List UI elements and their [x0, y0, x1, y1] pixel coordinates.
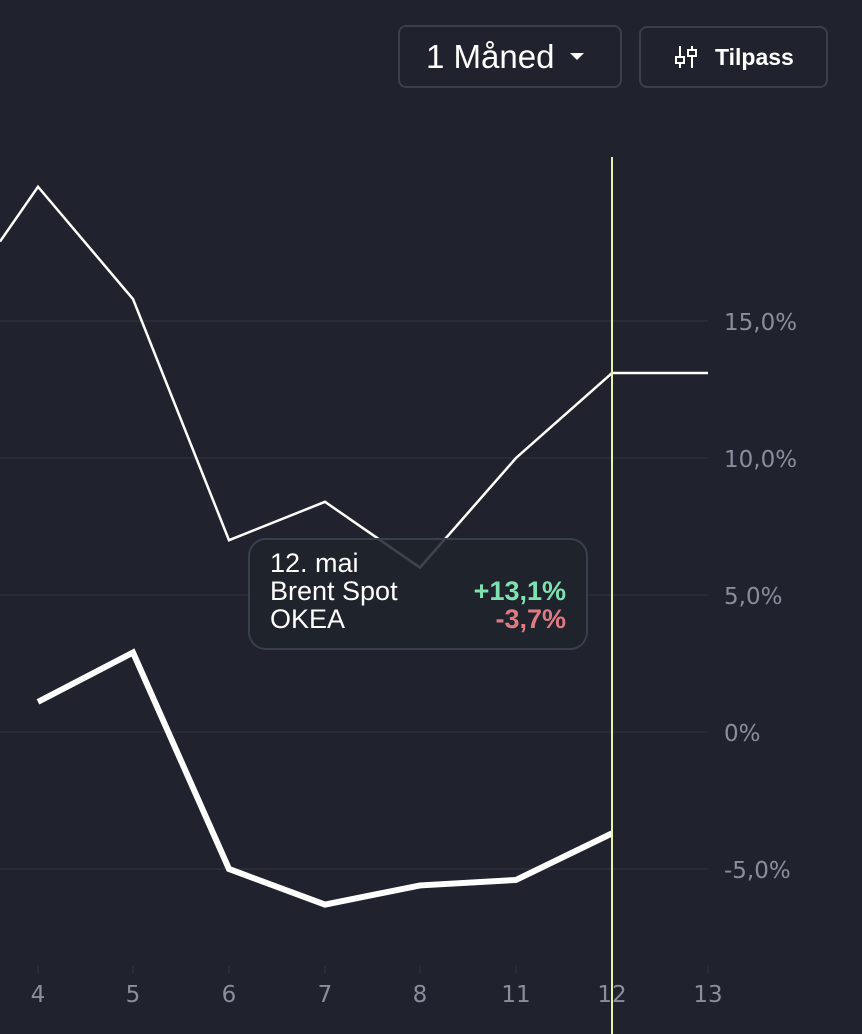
sliders-icon: [673, 44, 699, 70]
x-tick-label: 8: [413, 982, 428, 1008]
caret-down-icon: [570, 53, 585, 60]
y-tick-label: -5,0%: [724, 858, 791, 884]
tooltip-series-name: Brent Spot: [270, 576, 398, 606]
customize-label: Tilpass: [715, 43, 794, 70]
y-axis-ticks: -5,0% 0% 5,0% 10,0% 15,0%: [724, 310, 797, 884]
x-tick-label: 11: [501, 982, 530, 1008]
period-select-button[interactable]: 1 Måned: [398, 25, 622, 88]
tooltip-series-value: +13,1%: [473, 576, 566, 606]
y-tick-label: 0%: [724, 721, 761, 747]
series-line-brent-spot: [0, 184, 708, 570]
tooltip-row-brent: Brent Spot +13,1%: [270, 577, 566, 605]
chart-tooltip: 12. mai Brent Spot +13,1% OKEA -3,7%: [248, 538, 588, 650]
x-axis-ticks: 4 5 6 7 8 11 12 13: [31, 966, 723, 1008]
y-tick-label: 5,0%: [724, 584, 782, 610]
tooltip-series-name: OKEA: [270, 604, 346, 634]
y-tick-label: 15,0%: [724, 310, 797, 336]
x-tick-label: 13: [693, 982, 722, 1008]
y-tick-label: 10,0%: [724, 447, 797, 473]
tooltip-series-value: -3,7%: [495, 604, 566, 634]
x-tick-label: 7: [318, 982, 333, 1008]
customize-button[interactable]: Tilpass: [639, 26, 828, 88]
tooltip-row-okea: OKEA -3,7%: [270, 605, 566, 633]
x-tick-label: 4: [31, 982, 46, 1008]
series-lines: [0, 184, 708, 908]
period-label: 1 Måned: [426, 37, 555, 75]
x-tick-label: 5: [126, 982, 141, 1008]
series-line-okea: [36, 648, 614, 908]
x-tick-label: 6: [222, 982, 237, 1008]
tooltip-date: 12. mai: [270, 548, 359, 578]
